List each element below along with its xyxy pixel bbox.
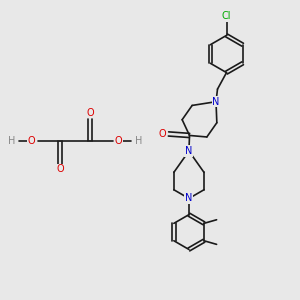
Text: O: O bbox=[56, 164, 64, 175]
Text: H: H bbox=[135, 136, 142, 146]
Text: N: N bbox=[212, 97, 220, 107]
Text: N: N bbox=[185, 146, 193, 156]
Text: O: O bbox=[115, 136, 122, 146]
Text: N: N bbox=[185, 194, 193, 203]
Text: O: O bbox=[28, 136, 35, 146]
Text: H: H bbox=[8, 136, 15, 146]
Text: O: O bbox=[86, 107, 94, 118]
Text: O: O bbox=[158, 129, 166, 139]
Text: Cl: Cl bbox=[222, 11, 231, 21]
